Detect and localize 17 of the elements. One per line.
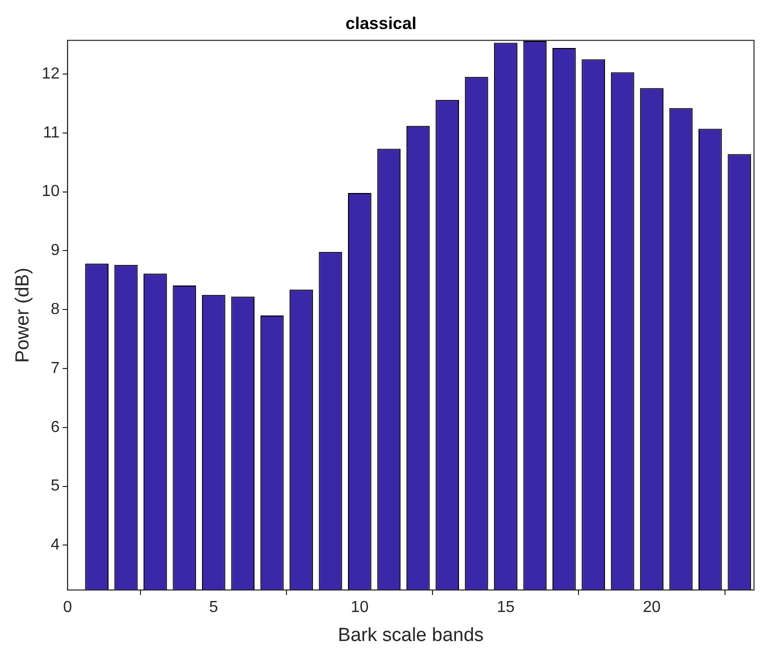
y-tick-label: 4	[50, 536, 60, 554]
y-tick-label: 8	[50, 301, 60, 318]
y-tick-label: 5	[50, 478, 60, 495]
x-tick-label: 15	[496, 599, 515, 616]
y-tick-label: 6	[50, 418, 60, 436]
x-axis-title: Bark scale bands	[338, 624, 484, 646]
y-tick-label: 12	[42, 65, 60, 82]
x-tick-label: 0	[63, 599, 72, 616]
y-tick-label: 10	[42, 183, 60, 200]
x-tick-label: 10	[350, 599, 369, 616]
y-axis-title: Power (dB)	[12, 268, 34, 363]
x-tick-label: 5	[209, 599, 218, 616]
y-tick-label: 9	[50, 242, 60, 260]
y-tick-label: 7	[50, 360, 60, 377]
y-tick-label: 11	[42, 124, 60, 142]
x-tick-label: 20	[642, 599, 661, 616]
chart-title: classical	[346, 14, 416, 33]
